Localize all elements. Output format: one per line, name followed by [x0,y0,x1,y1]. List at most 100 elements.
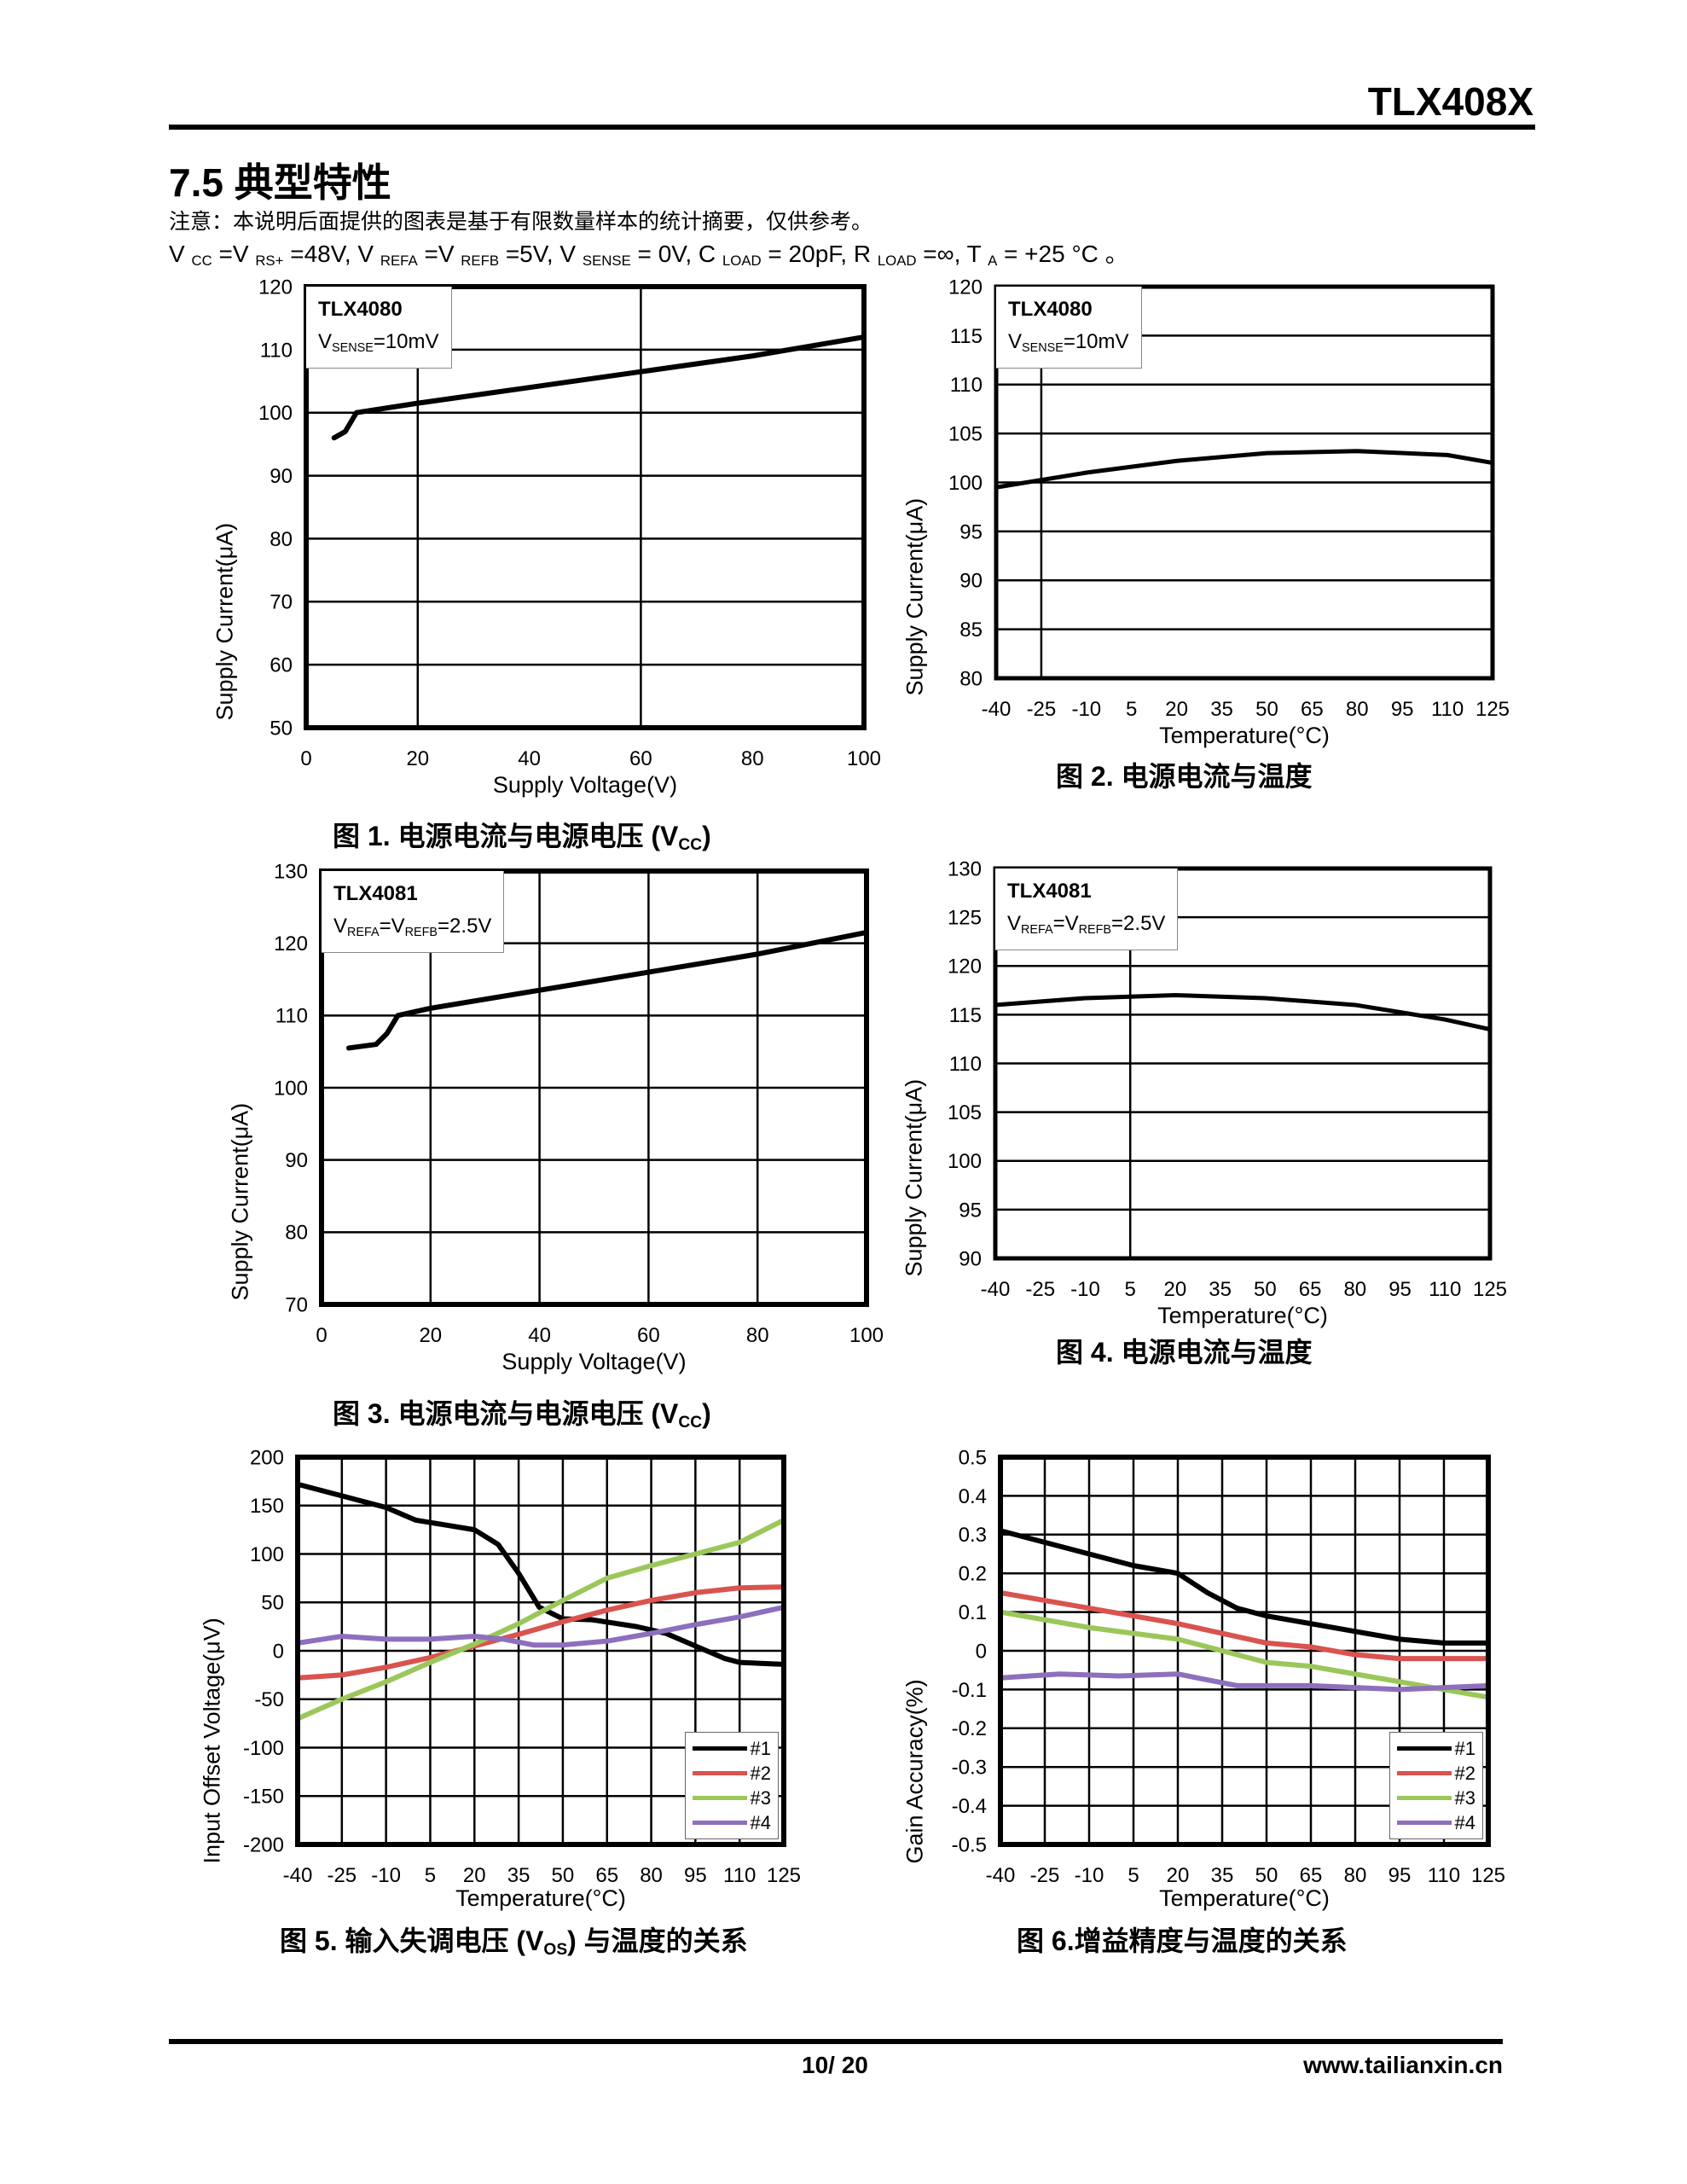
figure-caption: 图 3. 电源电流与电源电压 (VCC) [333,1392,711,1432]
x-axis-label: Temperature(°C) [1157,1303,1328,1328]
annotation-title: TLX4080 [1008,298,1093,321]
annotation-text: V [318,330,333,353]
x-tick-label: 80 [741,747,764,770]
annotation-text: V [1007,912,1022,935]
annotation-text: =10mV [1063,330,1129,353]
caption-text: 电源电流与温度 [1113,761,1313,792]
legend-label: #3 [1454,1786,1475,1809]
x-tick-label: 5 [1126,698,1137,721]
x-tick-label: 100 [849,1324,884,1347]
x-tick-label: -25 [327,1864,357,1887]
x-tick-label: 125 [1471,1864,1505,1887]
plot-frame [993,866,1493,1261]
x-tick-label: 60 [629,747,652,770]
x-tick-label: 40 [518,747,541,770]
caption-text: 图 [1056,761,1091,792]
x-tick-label: 40 [528,1324,551,1347]
x-tick-label: 35 [1210,698,1233,721]
y-tick-label: 105 [948,1101,982,1124]
series-line-TLX4080 [994,449,1495,490]
y-tick-label: -0.3 [952,1757,987,1780]
x-axis-label: Temperature(°C) [455,1885,626,1911]
plot-frame [319,868,869,1307]
legend-label: #1 [1454,1737,1475,1759]
y-tick-label: 0 [976,1640,987,1663]
caption-text: 图 [1017,1926,1052,1956]
y-tick-label: 130 [948,857,982,880]
legend-swatch [1396,1796,1452,1800]
x-tick-label: 20 [1167,1864,1190,1887]
annotation-subscript: SENSE [332,340,374,355]
caption-text: 电源电流与温度 [1113,1337,1313,1368]
website-link[interactable]: www.tailianxin.cn [1303,2052,1503,2078]
caption-text: ) [702,1398,711,1429]
figure-caption: 图 5. 输入失调电压 (VOS) 与温度的关系 [280,1920,748,1959]
x-tick-label: 125 [1475,698,1510,721]
figure-caption: 图 6.增益精度与温度的关系 [1017,1920,1348,1959]
x-tick-label: -40 [283,1864,313,1887]
y-axis-label: Supply Current(μA) [212,522,238,720]
legend: #1 #2 #3 #4 [684,1732,779,1839]
chart-3-supply-current-vs-voltage: 0 20 40 60 80 100 70 80 90 100 110 120 130 TLX4081 VRE… [228,860,884,1374]
caption-text: 电源电流与电源电压 (V [390,1398,679,1429]
legend-swatch [692,1746,747,1751]
y-tick-label: 120 [258,276,293,299]
legend-swatch [1396,1771,1452,1775]
chart-5-offset-voltage-vs-temp: -40 -25 -10 5 20 35 50 65 80 95 110 125 -200 -150 -100… [200,1446,802,1911]
annotation-text: =10mV [373,330,439,353]
annotation-subscript: REFB [1078,922,1112,937]
legend-swatch [1396,1746,1452,1751]
series-line-n1 [998,1528,1491,1646]
caption-text: 图 [280,1926,315,1956]
legend-item: #3 [1396,1786,1475,1810]
x-tick-label: 110 [1431,698,1464,721]
x-tick-label: 20 [406,747,429,770]
caption-text: 图 [333,1398,368,1429]
x-tick-label: 110 [1429,1278,1461,1301]
header-rule [169,125,1535,130]
caption-text: 增益精度与温度的关系 [1074,1926,1348,1956]
plot-frame [998,1455,1491,1847]
series-line-n1 [295,1481,786,1667]
y-tick-label: 90 [959,570,983,593]
x-tick-label: -40 [982,698,1012,721]
page-number: 10/ 20 [802,2052,868,2078]
y-tick-label: 110 [275,1005,308,1028]
series-line-n4 [998,1671,1491,1693]
figure-caption: 图 4. 电源电流与温度 [1056,1331,1313,1370]
legend-item: #3 [692,1786,771,1810]
annotation-title: TLX4081 [333,882,418,905]
x-tick-label: -10 [1070,1278,1100,1301]
x-tick-label: 20 [419,1324,442,1347]
section-title: 7.5 典型特性 [169,160,391,205]
y-tick-label: -0.5 [952,1833,987,1856]
y-tick-label: 100 [250,1543,284,1566]
y-tick-label: -150 [243,1786,284,1809]
annotation-text: V [1008,330,1023,353]
annotation-title: TLX4080 [318,298,403,321]
plot-frame [304,284,867,730]
y-axis-label: Supply Current(μA) [227,1102,253,1301]
y-tick-label: 80 [959,667,983,690]
x-tick-label: 5 [425,1864,436,1887]
y-tick-label: 120 [274,932,308,956]
y-tick-label: 115 [949,1004,982,1027]
annotation-box: TLX4080 VSENSE=10mV [306,287,452,369]
y-tick-label: 0 [273,1640,284,1663]
annotation-condition: VSENSE=10mV [318,326,439,361]
legend-swatch [692,1771,747,1775]
x-tick-label: 35 [1211,1864,1234,1887]
legend-swatch [692,1821,747,1825]
annotation-condition: VREFA=VREFB=2.5V [1007,908,1165,943]
y-tick-label: 100 [274,1077,308,1100]
annotation-text: =V [379,915,405,938]
annotation-condition: VREFA=VREFB=2.5V [333,910,491,945]
y-tick-label: 120 [948,276,983,299]
chart-1-supply-current-vs-voltage: 0 20 40 60 80 100 50 60 70 80 90 100 110 120 TLX4080 VS… [212,276,882,798]
caption-subscript: CC [678,835,703,854]
y-tick-label: 95 [959,1199,982,1222]
x-tick-label: 80 [1344,1864,1367,1887]
caption-text: ) 与温度的关系 [567,1926,748,1956]
x-tick-label: 80 [1343,1278,1366,1301]
x-tick-label: 35 [507,1864,530,1887]
